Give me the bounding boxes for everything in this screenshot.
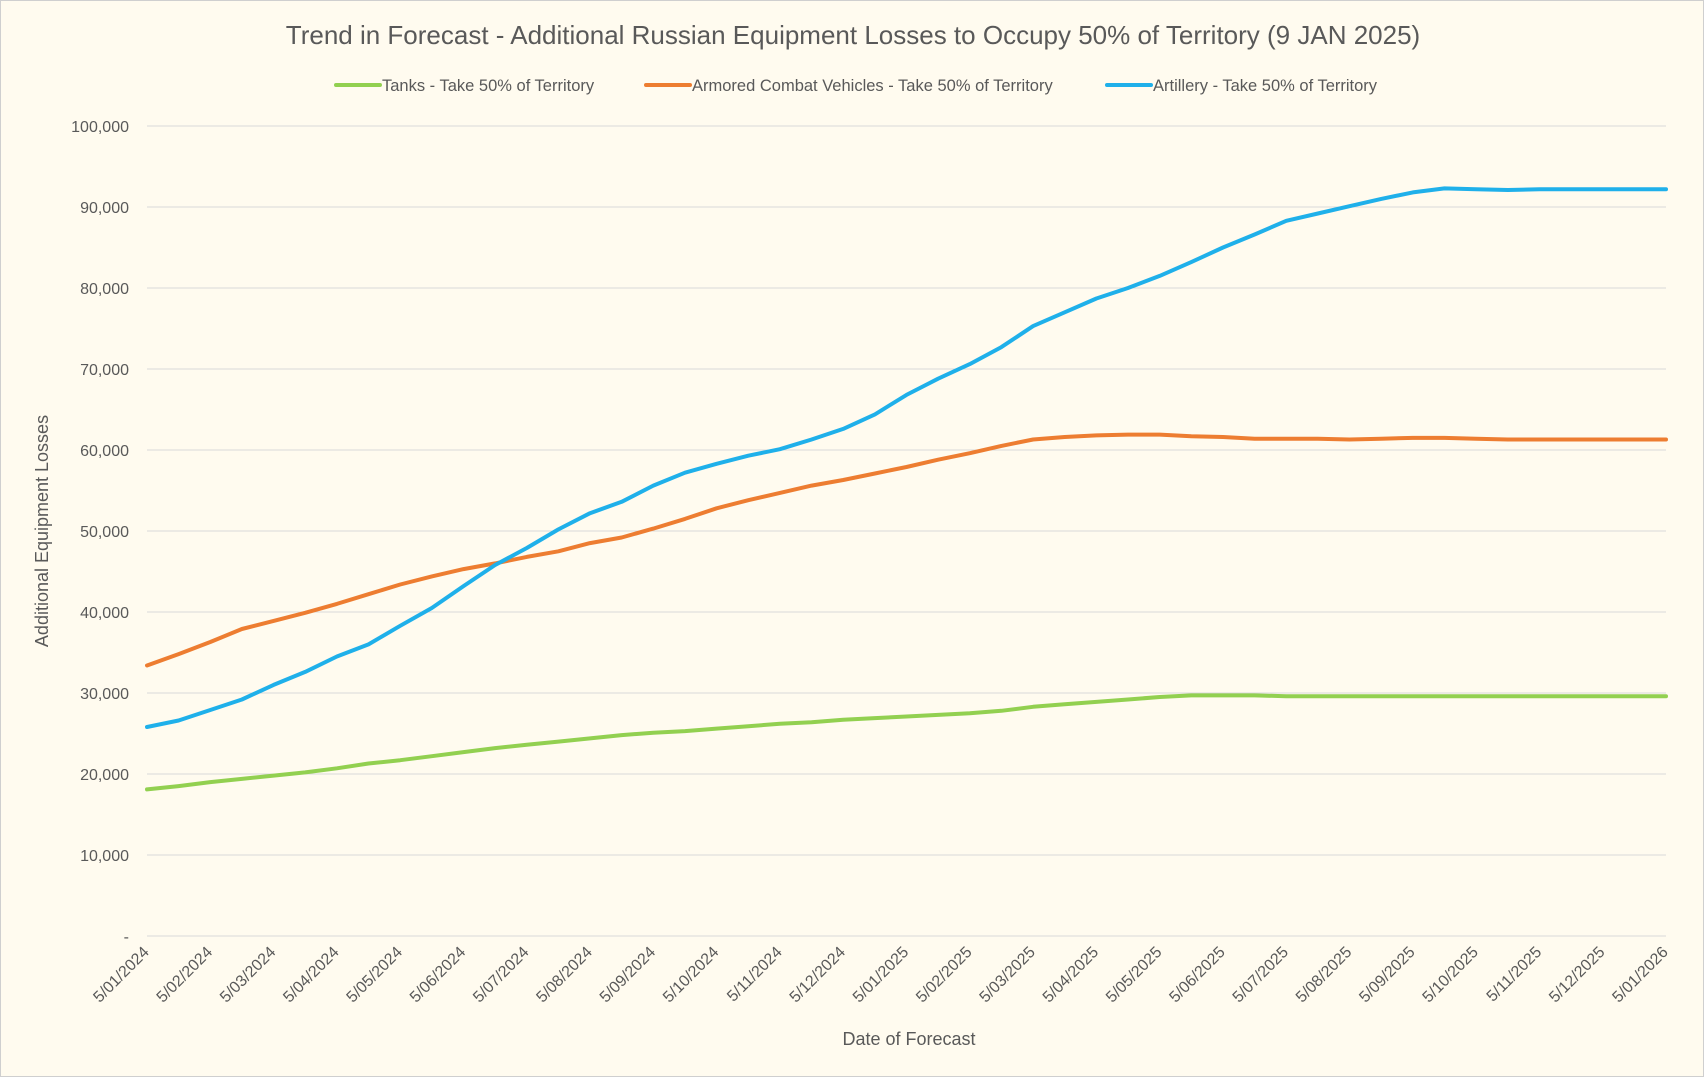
x-tick-label: 5/08/2024 — [533, 944, 595, 1006]
y-tick-label: 20,000 — [80, 767, 129, 784]
x-tick-label: 5/01/2025 — [850, 944, 912, 1006]
y-tick-label: 60,000 — [80, 443, 129, 460]
y-tick-label: - — [124, 929, 129, 946]
x-tick-label: 5/03/2025 — [977, 944, 1039, 1006]
x-tick-label: 5/05/2025 — [1103, 944, 1165, 1006]
x-tick-label: 5/05/2024 — [344, 944, 406, 1006]
legend: Tanks - Take 50% of Territory Armored Com… — [334, 77, 1378, 95]
y-tick-label: 80,000 — [80, 281, 129, 298]
series-line-artillery — [145, 186, 1668, 729]
gridlines — [147, 125, 1666, 937]
x-tick-label: 5/11/2024 — [724, 944, 786, 1006]
y-tick-label: 30,000 — [80, 686, 129, 703]
x-axis-title: Date of Forecast — [842, 1029, 975, 1049]
x-tick-label: 5/02/2024 — [154, 944, 216, 1006]
x-tick-label: 5/04/2024 — [280, 944, 342, 1006]
x-tick-label: 5/06/2025 — [1166, 944, 1228, 1006]
y-tick-label: 10,000 — [80, 848, 129, 865]
x-tick-label: 5/02/2025 — [913, 944, 975, 1006]
y-tick-label: 50,000 — [80, 524, 129, 541]
y-axis-ticks: - 10,000 20,000 30,000 40,000 50,000 60,000 70,… — [71, 119, 129, 946]
legend-label-artillery: Artillery - Take 50% of Territory — [1153, 77, 1378, 95]
y-tick-label: 100,000 — [71, 119, 129, 136]
chart-title: Trend in Forecast - Additional Russian E… — [286, 20, 1420, 50]
x-tick-label: 5/09/2025 — [1356, 944, 1418, 1006]
x-tick-label: 5/04/2025 — [1040, 944, 1102, 1006]
x-tick-label: 5/07/2025 — [1230, 944, 1292, 1006]
y-tick-label: 70,000 — [80, 362, 129, 379]
x-tick-label: 5/06/2024 — [407, 944, 469, 1006]
series-lines — [145, 186, 1668, 792]
y-axis-title: Additional Equipment Losses — [32, 415, 52, 647]
series-line-armored — [145, 432, 1668, 668]
x-tick-label: 5/12/2025 — [1546, 944, 1608, 1006]
legend-label-armored: Armored Combat Vehicles - Take 50% of Te… — [692, 77, 1053, 95]
x-axis-ticks: 5/01/2024 5/02/2024 5/03/2024 5/04/2024 5/05… — [90, 944, 1671, 1006]
x-tick-label: 5/10/2024 — [660, 944, 722, 1006]
legend-label-tanks: Tanks - Take 50% of Territory — [382, 77, 595, 95]
y-tick-label: 90,000 — [80, 200, 129, 217]
x-tick-label: 5/01/2024 — [90, 944, 152, 1006]
x-tick-label: 5/03/2024 — [217, 944, 279, 1006]
x-tick-label: 5/07/2024 — [470, 944, 532, 1006]
series-line-tanks — [145, 693, 1668, 792]
x-tick-label: 5/10/2025 — [1420, 944, 1482, 1006]
x-tick-label: 5/11/2025 — [1484, 944, 1546, 1006]
x-tick-label: 5/12/2024 — [787, 944, 849, 1006]
x-tick-label: 5/01/2026 — [1609, 944, 1671, 1006]
y-tick-label: 40,000 — [80, 605, 129, 622]
x-tick-label: 5/08/2025 — [1293, 944, 1355, 1006]
x-tick-label: 5/09/2024 — [597, 944, 659, 1006]
